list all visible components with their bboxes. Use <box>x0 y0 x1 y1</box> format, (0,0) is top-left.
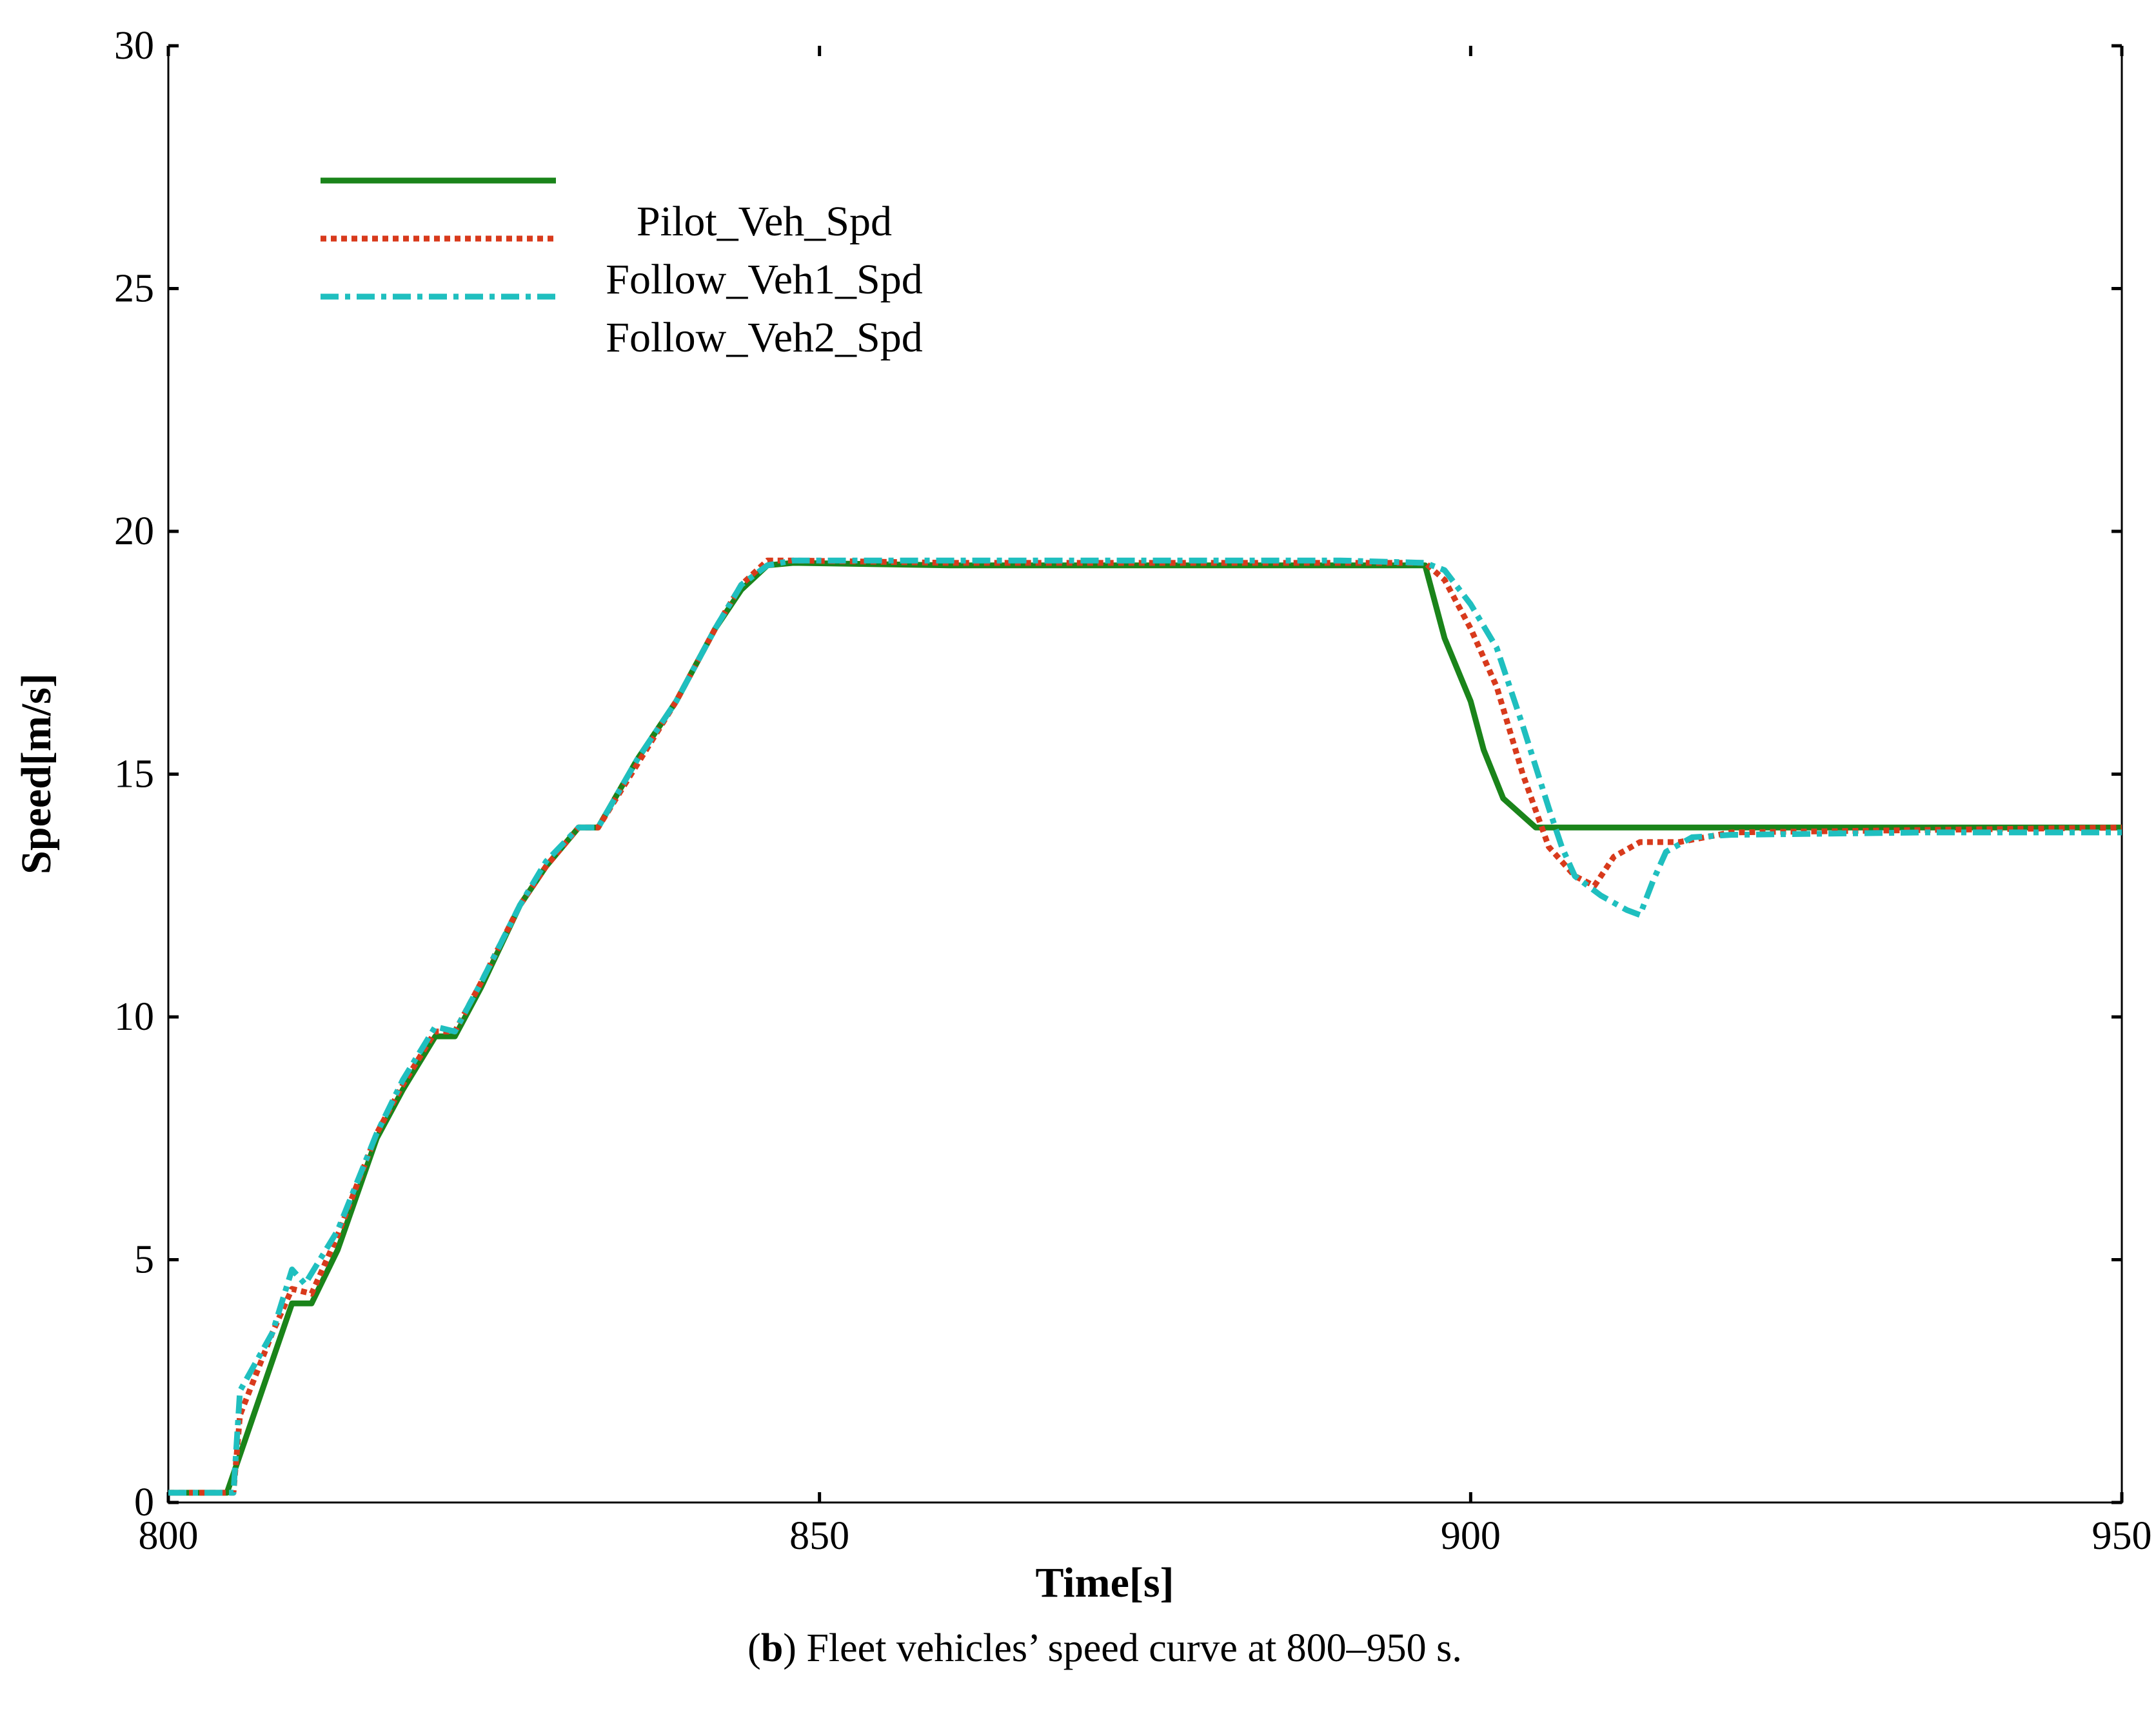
caption-text: ) Fleet vehicles’ speed curve at 800–950… <box>783 1626 1462 1670</box>
y-tick-label: 30 <box>114 24 154 68</box>
caption: (b) Fleet vehicles’ speed curve at 800–9… <box>747 1626 1462 1670</box>
series-line <box>168 560 2122 1496</box>
legend-label: Follow_Veh2_Spd <box>606 314 922 361</box>
caption-open: ( <box>747 1626 761 1670</box>
plot-frame <box>167 46 2123 1504</box>
y-tick-label: 25 <box>114 267 154 311</box>
series-line <box>168 557 2122 1496</box>
x-tick-label: 900 <box>1441 1514 1501 1558</box>
y-tick-label: 20 <box>114 509 154 553</box>
x-axis-label: Time[s] <box>1035 1559 1174 1606</box>
y-tick-label: 5 <box>134 1238 154 1282</box>
y-tick-label: 0 <box>134 1481 154 1524</box>
y-tick-label: 15 <box>114 753 154 796</box>
legend-label: Follow_Veh1_Spd <box>606 256 922 303</box>
y-axis-label: Speed[m/s] <box>13 673 60 874</box>
x-tick-label: 800 <box>139 1514 199 1558</box>
legend-label: Pilot_Veh_Spd <box>637 198 892 245</box>
series-line <box>168 557 2122 1496</box>
caption-label: b <box>761 1626 783 1670</box>
x-tick-label: 850 <box>789 1514 849 1558</box>
x-tick-label: 950 <box>2092 1514 2152 1558</box>
y-tick-label: 10 <box>114 995 154 1039</box>
